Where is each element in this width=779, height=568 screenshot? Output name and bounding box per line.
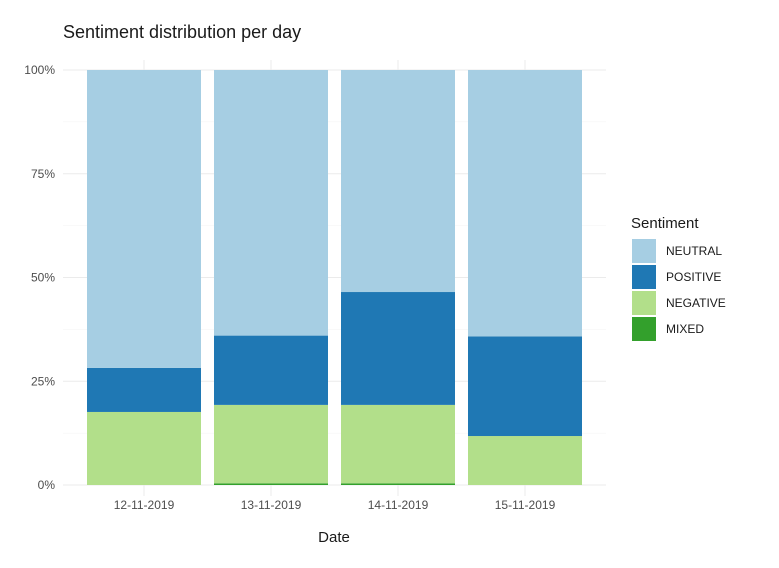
x-tick-label: 15-11-2019	[495, 498, 556, 512]
legend: Sentiment NEUTRAL POSITIVE NEGATIVE MIXED	[631, 215, 726, 341]
legend-swatch-positive	[632, 265, 656, 289]
bar-segment-positive	[341, 292, 455, 405]
legend-swatch-negative	[632, 291, 656, 315]
legend-swatch-mixed	[632, 317, 656, 341]
legend-label-negative: NEGATIVE	[666, 296, 726, 310]
y-tick-label: 100%	[24, 63, 55, 77]
bar-segment-negative	[214, 404, 328, 484]
bar-segment-negative	[341, 404, 455, 484]
bar-segment-neutral	[214, 70, 328, 336]
x-axis-ticks: 12-11-2019 13-11-2019 14-11-2019 15-11-2019	[114, 498, 556, 512]
y-tick-label: 0%	[38, 478, 56, 492]
chart-title: Sentiment distribution per day	[63, 22, 301, 42]
bar-segment-neutral	[468, 70, 582, 337]
bar-segment-positive	[468, 336, 582, 437]
bar-segment-neutral	[341, 70, 455, 293]
bar-segment-mixed	[214, 483, 328, 485]
x-axis-title: Date	[318, 529, 350, 546]
x-tick-label: 12-11-2019	[114, 498, 175, 512]
x-tick-label: 13-11-2019	[241, 498, 302, 512]
y-axis-ticks: 0% 25% 50% 75% 100%	[24, 63, 55, 492]
y-tick-label: 75%	[31, 167, 55, 181]
legend-label-mixed: MIXED	[666, 322, 704, 336]
bar-segment-positive	[87, 367, 201, 412]
bar-segment-neutral	[87, 70, 201, 368]
legend-swatch-neutral	[632, 239, 656, 263]
bar-segment-negative	[468, 436, 582, 485]
bar-segment-negative	[87, 411, 201, 485]
y-tick-label: 25%	[31, 374, 55, 388]
y-tick-label: 50%	[31, 271, 55, 285]
bar-segment-mixed	[341, 483, 455, 485]
x-tick-label: 14-11-2019	[368, 498, 429, 512]
bar-segment-positive	[214, 335, 328, 405]
legend-title: Sentiment	[631, 215, 699, 232]
legend-label-neutral: NEUTRAL	[666, 244, 722, 258]
bars	[87, 70, 582, 485]
legend-label-positive: POSITIVE	[666, 270, 721, 284]
